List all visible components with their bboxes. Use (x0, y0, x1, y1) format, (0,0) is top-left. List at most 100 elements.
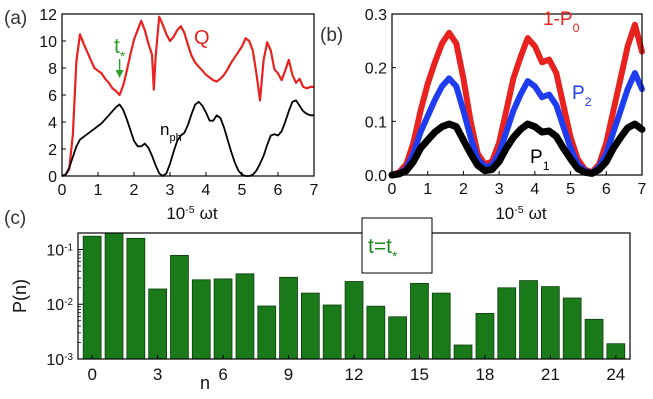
bar-n-10 (300, 292, 320, 360)
y-tick-label: 10-1 (46, 242, 73, 260)
bar-n-1 (104, 232, 124, 360)
y-tick-label: 12 (39, 7, 57, 24)
y-tick-label: 0.2 (365, 61, 387, 78)
bar-n-11 (322, 304, 342, 360)
x-tick-label: 2 (130, 182, 139, 199)
bar-n-5 (191, 279, 211, 360)
x-tick-label: 0 (388, 181, 397, 198)
y-tick-label: 10 (39, 34, 57, 51)
y-tick-label-exp: -1 (64, 242, 73, 253)
bar-n-22 (562, 297, 582, 360)
y-tick-label: 2 (48, 142, 57, 159)
bar-n-15 (410, 282, 429, 360)
x-tick-label: 3 (166, 182, 175, 199)
y-tick-label: 4 (48, 115, 57, 132)
x-tick-label: 21 (541, 365, 560, 384)
x-axis-label-exp: -5 (185, 204, 195, 216)
bar-n-12 (344, 281, 364, 360)
series-label-P2-base: P (572, 83, 585, 104)
y-tick-label-base: 10 (46, 352, 64, 369)
panel-b-frame (391, 13, 643, 176)
y-tick-label: 0.3 (365, 7, 387, 24)
bar-n-19 (497, 287, 517, 360)
panel-a-label: (a) (4, 8, 27, 29)
series-label-P2-sub: 2 (585, 95, 592, 109)
series-label-P2: P2 (572, 83, 592, 109)
inset-label-box (361, 217, 433, 274)
y-tick-label-exp: -2 (64, 297, 73, 308)
series-label-P1-base: P (530, 147, 543, 168)
bar-n-17 (453, 344, 473, 360)
series-label-nph-base: n (160, 120, 169, 139)
inset-label-base: t=t (368, 235, 392, 258)
y-tick-label-base: 10 (46, 297, 64, 314)
x-axis-label-var: ωt (200, 204, 218, 223)
bar-n-3 (148, 288, 167, 360)
x-tick-label: 4 (530, 181, 539, 198)
x-axis-label-base: 10 (495, 204, 514, 223)
bar-n-13 (366, 305, 386, 360)
x-tick-label: 4 (202, 182, 211, 199)
series-line-nph (61, 99, 314, 177)
tstar-annotation: t* (114, 35, 126, 64)
bar-n-9 (279, 276, 298, 360)
y-tick-label: 0.0 (365, 168, 387, 185)
x-tick-label: 7 (310, 182, 319, 199)
y-tick-label: 0 (48, 169, 57, 186)
series-label-1-P0: 1-P0 (543, 9, 580, 35)
tstar-arrow-head (115, 70, 124, 78)
series-label-P1: P1 (530, 147, 550, 173)
x-tick-label: 7 (638, 181, 647, 198)
x-tick-label: 24 (606, 365, 625, 384)
y-tick-label: 10-3 (46, 352, 73, 370)
series-label-nph: nph (160, 120, 182, 144)
bar-n-20 (519, 280, 538, 360)
x-tick-label: 6 (218, 365, 227, 384)
bar-n-2 (126, 237, 146, 360)
x-tick-label: 2 (459, 181, 468, 198)
x-tick-label: 1 (94, 182, 103, 199)
series-label-1-P0-base: 1-P (543, 9, 573, 30)
x-tick-label: 3 (153, 365, 162, 384)
y-tick-label: 10-2 (46, 297, 73, 315)
series-label-1-P0-sub: 0 (573, 21, 580, 35)
x-tick-label: 0 (87, 365, 96, 384)
y-tick-label: 0.1 (365, 114, 387, 131)
series-label-nph-sub: ph (169, 132, 181, 144)
series-label-Q: Q (194, 27, 210, 49)
x-tick-label: 3 (495, 181, 504, 198)
x-tick-label: 6 (274, 182, 283, 199)
tstar-annotation-sub: * (120, 49, 126, 64)
bar-n-18 (475, 312, 495, 360)
x-axis-label-exp: -5 (514, 204, 524, 216)
x-tick-label: 1 (423, 181, 432, 198)
x-tick-label: 9 (284, 365, 293, 384)
inset-label-sub: * (392, 249, 398, 264)
x-axis-label: 10-5 ωt (166, 204, 218, 223)
bar-n-8 (257, 305, 277, 360)
tstar-annotation-base: t (114, 35, 120, 58)
bar-n-4 (170, 254, 189, 360)
y-tick-label-exp: -3 (64, 352, 73, 363)
inset-label: t=t* (368, 235, 398, 264)
bar-n-21 (541, 286, 560, 360)
bar-n-0 (82, 235, 102, 360)
panel-c-label: (c) (4, 208, 26, 229)
series-band-P1 (388, 120, 646, 179)
y-tick-label: 8 (48, 61, 57, 78)
bar-n-14 (388, 316, 408, 360)
bar-n-16 (431, 292, 451, 360)
x-tick-label: 12 (345, 365, 364, 384)
series-label-P1-sub: 1 (543, 159, 550, 173)
x-tick-label: 18 (475, 365, 494, 384)
panel-a-frame (61, 13, 315, 177)
x-tick-label: 5 (566, 181, 575, 198)
x-axis-label: n (200, 373, 210, 393)
bar-n-23 (584, 318, 604, 360)
x-tick-label: 5 (238, 182, 247, 199)
series-line-Q (61, 15, 314, 178)
x-tick-label: 15 (410, 365, 429, 384)
x-axis-label: 10-5 ωt (495, 204, 547, 223)
